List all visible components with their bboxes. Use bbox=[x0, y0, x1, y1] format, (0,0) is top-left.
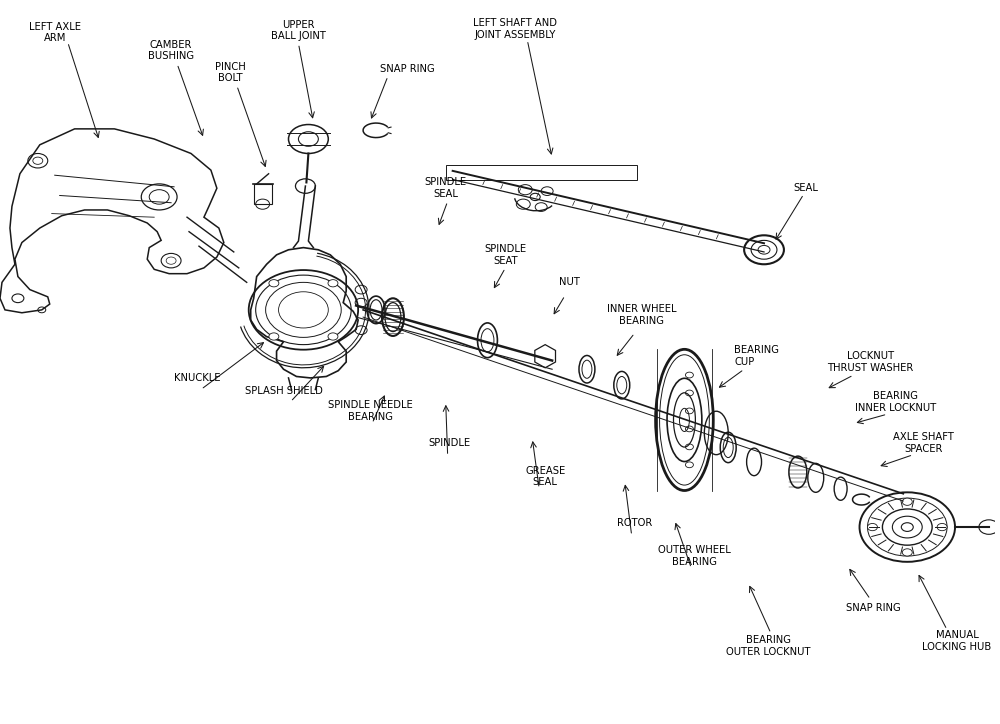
Text: SNAP RING: SNAP RING bbox=[846, 603, 901, 613]
Circle shape bbox=[269, 279, 279, 287]
Text: LEFT SHAFT AND
JOINT ASSEMBLY: LEFT SHAFT AND JOINT ASSEMBLY bbox=[473, 18, 557, 40]
Text: SPINDLE
SEAL: SPINDLE SEAL bbox=[425, 177, 467, 199]
Text: BEARING
OUTER LOCKNUT: BEARING OUTER LOCKNUT bbox=[726, 635, 810, 657]
Circle shape bbox=[902, 549, 912, 556]
Circle shape bbox=[937, 523, 947, 531]
Text: SPINDLE
SEAT: SPINDLE SEAT bbox=[484, 244, 526, 266]
Text: INNER WHEEL
BEARING: INNER WHEEL BEARING bbox=[607, 304, 676, 326]
Text: PINCH
BOLT: PINCH BOLT bbox=[215, 62, 246, 83]
Circle shape bbox=[867, 523, 877, 531]
Text: LOCKNUT
THRUST WASHER: LOCKNUT THRUST WASHER bbox=[827, 351, 914, 373]
Text: CAMBER
BUSHING: CAMBER BUSHING bbox=[148, 40, 194, 62]
Text: UPPER
BALL JOINT: UPPER BALL JOINT bbox=[271, 20, 326, 41]
Text: LEFT AXLE
ARM: LEFT AXLE ARM bbox=[29, 22, 81, 43]
Text: SNAP RING: SNAP RING bbox=[380, 64, 435, 74]
Text: SPINDLE NEEDLE
BEARING: SPINDLE NEEDLE BEARING bbox=[328, 400, 412, 422]
Text: MANUAL
LOCKING HUB: MANUAL LOCKING HUB bbox=[922, 630, 992, 652]
Circle shape bbox=[328, 333, 338, 340]
Circle shape bbox=[902, 498, 912, 505]
Text: ROTOR: ROTOR bbox=[617, 518, 652, 528]
Text: AXLE SHAFT
SPACER: AXLE SHAFT SPACER bbox=[893, 432, 954, 454]
Text: GREASE
SEAL: GREASE SEAL bbox=[525, 466, 565, 487]
Text: OUTER WHEEL
BEARING: OUTER WHEEL BEARING bbox=[658, 545, 731, 567]
Circle shape bbox=[269, 333, 279, 340]
Circle shape bbox=[328, 279, 338, 287]
Text: SPINDLE: SPINDLE bbox=[429, 438, 471, 448]
Text: SEAL: SEAL bbox=[794, 183, 819, 193]
Bar bbox=[254, 184, 272, 204]
Text: SPLASH SHIELD: SPLASH SHIELD bbox=[245, 386, 322, 396]
Text: BEARING
INNER LOCKNUT: BEARING INNER LOCKNUT bbox=[855, 391, 936, 413]
Text: KNUCKLE: KNUCKLE bbox=[174, 373, 220, 383]
Text: NUT: NUT bbox=[559, 277, 579, 287]
Text: BEARING
CUP: BEARING CUP bbox=[734, 345, 779, 367]
